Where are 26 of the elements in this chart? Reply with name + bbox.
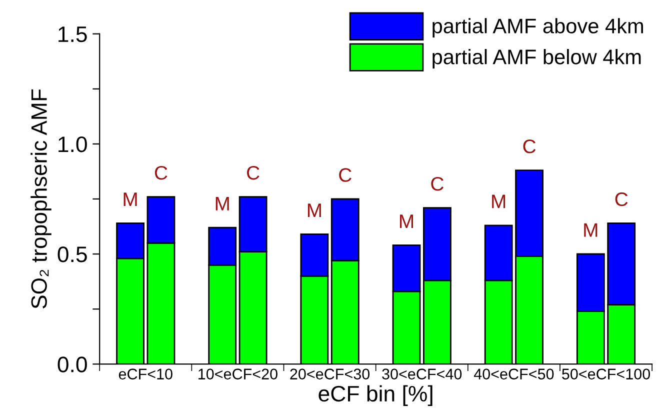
annotation: M xyxy=(584,223,598,237)
y-tick-label: 1.0 xyxy=(58,136,87,152)
legend-label: partial AMF above 4km xyxy=(432,18,643,38)
annotation: C xyxy=(247,166,260,180)
x-tick-label: 30<eCF<40 xyxy=(382,368,462,380)
x-tick-label: 20<eCF<30 xyxy=(290,368,370,380)
x-tick-label: eCF<10 xyxy=(118,368,172,380)
y-axis-title: SO₂ tropophseric AMF xyxy=(30,89,52,308)
annotation: M xyxy=(492,194,506,208)
x-tick-label: 10<eCF<20 xyxy=(198,368,278,380)
annotation: M xyxy=(400,214,414,228)
y-tick-label: 1.5 xyxy=(58,26,87,42)
y-tick-label: 0.0 xyxy=(58,356,87,372)
annotation: C xyxy=(615,192,628,206)
annotation: M xyxy=(216,196,229,210)
annotation: C xyxy=(523,140,536,154)
annotation: C xyxy=(431,176,444,191)
annotation: M xyxy=(308,204,321,217)
x-axis-title: eCF bin [%] xyxy=(318,385,432,406)
annotation: C xyxy=(339,168,352,182)
annotation: M xyxy=(124,192,137,206)
legend-label: partial AMF below 4km xyxy=(432,49,641,68)
y-tick-label: 0.5 xyxy=(58,246,87,262)
x-tick-label: 40<eCF<50 xyxy=(474,368,554,380)
x-tick-label: 50<eCF<100 xyxy=(562,368,650,380)
annotation: C xyxy=(154,166,168,180)
